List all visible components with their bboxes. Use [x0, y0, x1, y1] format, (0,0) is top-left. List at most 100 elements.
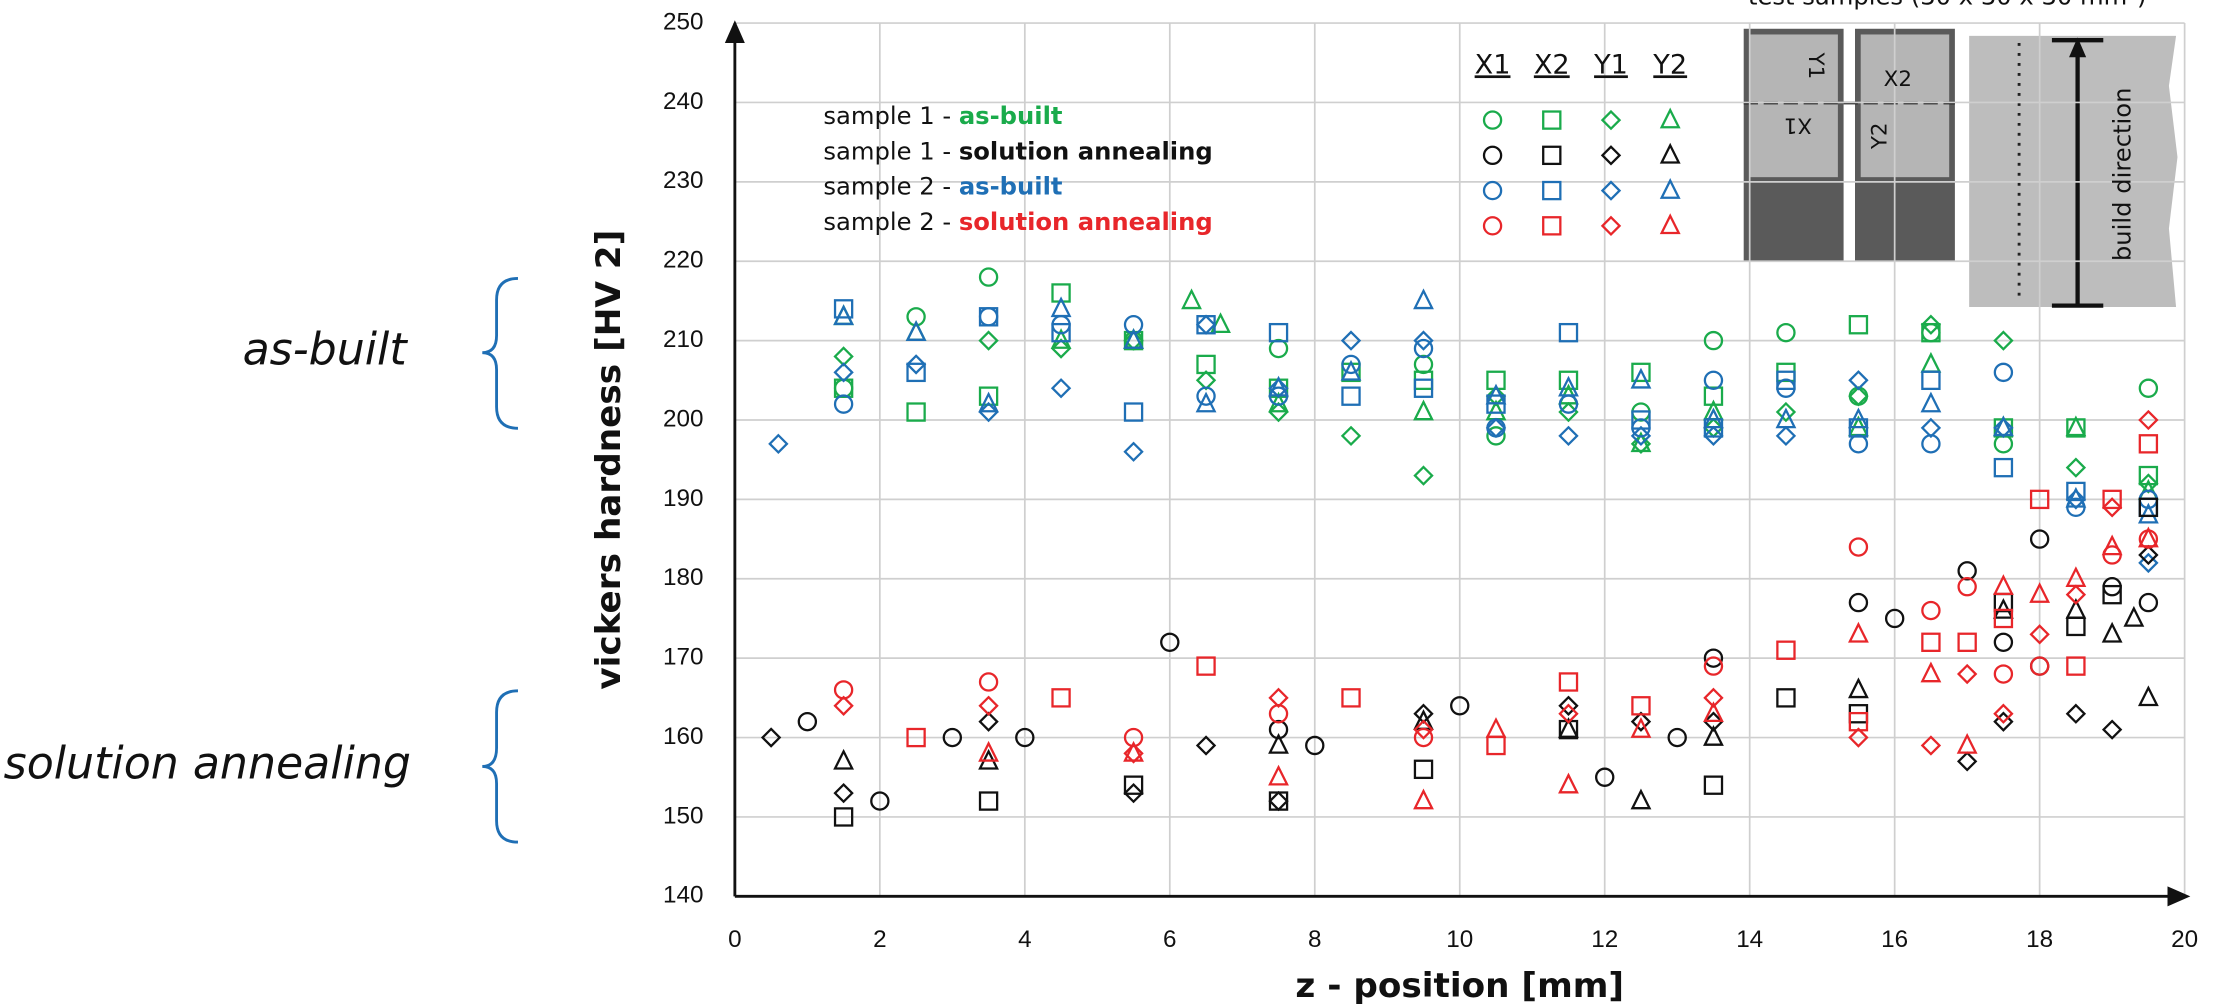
- data-point: [1921, 632, 1941, 652]
- legend-label: solution annealing: [959, 207, 1213, 236]
- data-point: [1631, 362, 1651, 383]
- data-point: [2065, 486, 2087, 508]
- data-point: [1195, 735, 1217, 756]
- annotation: solution annealing: [4, 738, 411, 789]
- legend-entry: sample 2 - as-built: [823, 172, 1063, 201]
- data-point: [906, 402, 926, 422]
- data-point: [2066, 481, 2086, 502]
- data-point: [1123, 328, 1144, 349]
- data-point: [1123, 775, 1144, 795]
- data-point: [1775, 401, 1797, 423]
- inset-title: test samples (30 x 30 x 30 mm³): [1748, 0, 2147, 10]
- legend-column: X2: [1534, 49, 1570, 80]
- data-point: [1703, 701, 1724, 723]
- data-point: [1957, 577, 1977, 597]
- data-point: [1413, 759, 1434, 780]
- data-point: [1485, 383, 1507, 405]
- data-point: [1848, 727, 1869, 748]
- data-point: [1920, 391, 1942, 413]
- data-point: [1268, 687, 1289, 709]
- data-point: [1703, 425, 1724, 447]
- x-tick-label: 20: [2171, 926, 2198, 953]
- data-point: [1630, 711, 1652, 732]
- data-point: [1413, 354, 1434, 375]
- data-point: [1195, 314, 1217, 335]
- legend-prefix: sample 1 -: [823, 136, 958, 165]
- data-point: [2137, 526, 2159, 548]
- brace: [482, 689, 519, 844]
- data-point: [978, 391, 999, 413]
- data-point: [1848, 386, 1869, 407]
- data-point: [1050, 328, 1072, 349]
- data-point: [1992, 574, 2014, 595]
- data-point: [833, 695, 854, 716]
- data-point: [1558, 322, 1579, 343]
- data-point: [1703, 407, 1724, 429]
- data-point: [1630, 433, 1652, 454]
- data-point: [1703, 725, 1724, 746]
- data-point: [1703, 330, 1724, 351]
- legend-column: X1: [1475, 49, 1511, 80]
- data-point: [1956, 751, 1978, 772]
- axis-arrow: [724, 20, 745, 44]
- x-tick-label: 10: [1446, 926, 1473, 953]
- data-point: [1920, 661, 1942, 683]
- data-point: [870, 791, 890, 811]
- y-tick-label: 190: [663, 485, 703, 512]
- data-point: [2101, 621, 2123, 643]
- inset-label: X2: [1884, 67, 1912, 92]
- data-point: [1848, 315, 1869, 335]
- legend-marker: [1542, 110, 1562, 130]
- data-point: [768, 433, 789, 454]
- data-point: [1993, 417, 2014, 439]
- data-point: [1703, 775, 1724, 795]
- inset-direction: build direction: [2107, 87, 2136, 261]
- data-point: [1921, 370, 1941, 391]
- data-point: [1848, 434, 1869, 454]
- data-point: [978, 695, 999, 716]
- data-point: [906, 727, 926, 748]
- legend-marker: [1542, 145, 1562, 166]
- x-tick-label: 12: [1591, 926, 1618, 953]
- data-point: [2138, 465, 2159, 486]
- data-point: [1703, 370, 1724, 391]
- legend-marker: [1600, 109, 1622, 131]
- y-tick-label: 160: [663, 723, 703, 750]
- data-point: [1196, 386, 1216, 406]
- data-point: [1486, 735, 1506, 756]
- data-point: [978, 307, 999, 327]
- y-tick-label: 220: [663, 247, 703, 274]
- data-point: [1703, 386, 1724, 406]
- data-point: [1413, 330, 1434, 351]
- x-tick-label: 4: [1018, 926, 1032, 953]
- data-point: [2065, 415, 2087, 437]
- y-tick-label: 240: [663, 88, 703, 115]
- data-point: [1993, 632, 2014, 652]
- data-point: [1956, 732, 1978, 754]
- data-point: [1268, 790, 1289, 812]
- data-point: [1992, 415, 2014, 437]
- data-point: [2138, 473, 2159, 494]
- data-point: [1413, 719, 1434, 740]
- legend-marker: [1482, 180, 1503, 201]
- data-point: [1776, 370, 1796, 391]
- data-point: [1123, 315, 1144, 335]
- legend-prefix: sample 2 -: [823, 172, 958, 201]
- legend-marker: [1600, 180, 1622, 201]
- data-point: [1558, 703, 1579, 724]
- data-point: [2065, 457, 2087, 478]
- legend-marker: [1659, 107, 1681, 129]
- legend-label: solution annealing: [959, 136, 1213, 165]
- legend-entry: sample 2 - solution annealing: [823, 207, 1212, 236]
- data-point: [1921, 322, 1941, 343]
- data-point: [1558, 772, 1579, 794]
- x-tick-label: 18: [2026, 926, 2053, 953]
- data-point: [1413, 288, 1434, 310]
- data-point: [1703, 687, 1724, 709]
- data-point: [1848, 677, 1869, 699]
- data-point: [1993, 664, 2014, 684]
- data-point: [2029, 529, 2050, 549]
- data-point: [1210, 312, 1231, 334]
- data-point: [760, 727, 782, 748]
